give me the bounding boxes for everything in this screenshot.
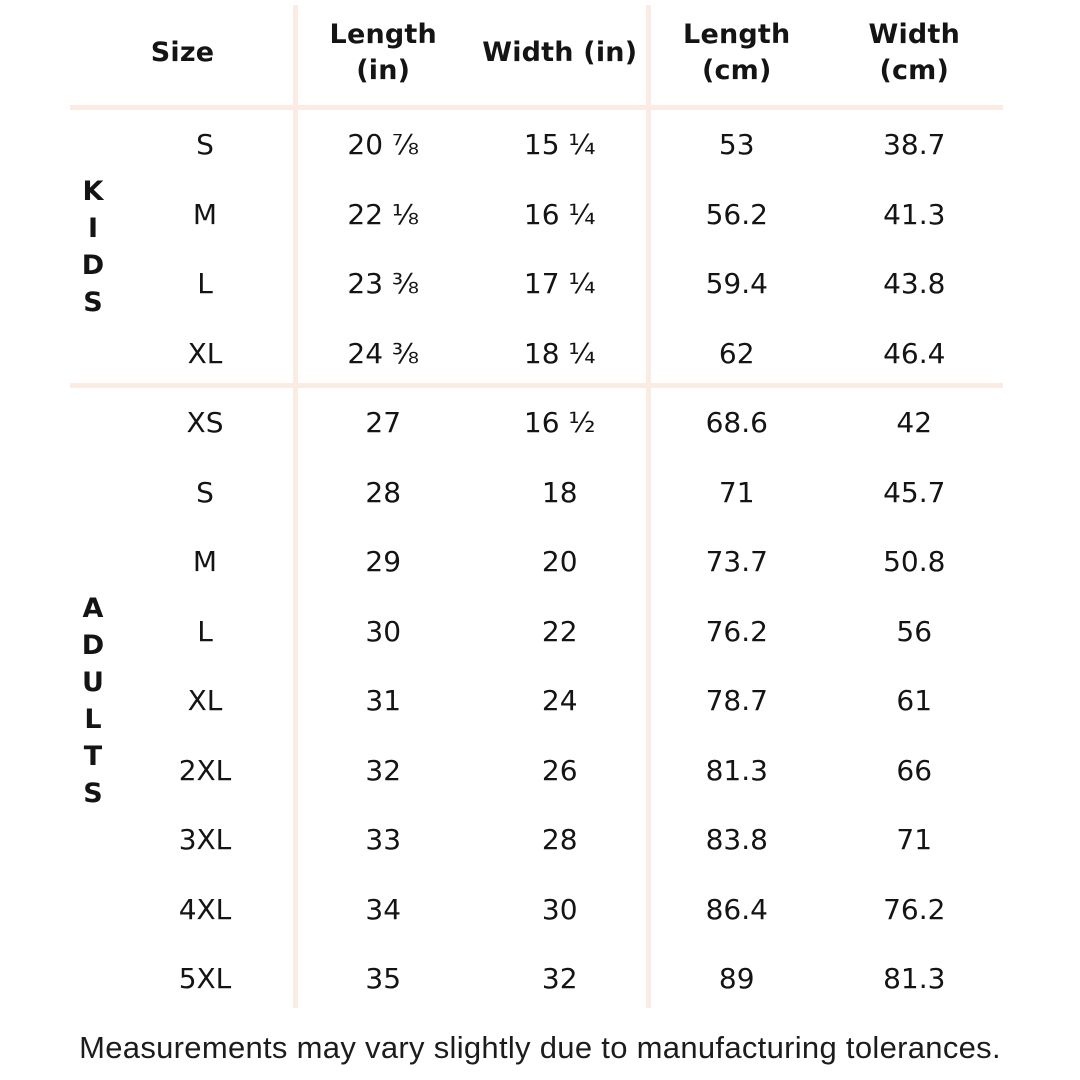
group-label-adults: ADULTS [81,592,105,809]
size-cell: 3XL [178,823,232,857]
width-in-cell: 17 ¼ [523,267,596,301]
length-cm-cell: 76.2 [705,614,768,648]
width-cm-cell: 61 [896,684,933,718]
width-cm-cell: 38.7 [883,128,946,162]
length-cm-cell: 53 [718,128,755,162]
width-cm-cell: 42 [896,406,933,440]
section-divider [70,383,1003,388]
width-cm-cell: 45.7 [883,475,946,509]
length-cm-cell: 62 [718,336,755,370]
group-label-adults-wrap: ADULTS [70,388,116,1013]
width-in-cell: 16 ¼ [523,197,596,231]
width-in-cell: 18 [541,475,578,509]
length-in-cell: 32 [365,753,402,787]
size-cell: XL [187,336,223,370]
header-divider [70,105,1003,110]
length-in-cell: 20 ⅞ [347,128,420,162]
group-label-kids-wrap: KIDS [70,110,116,384]
table-row: XL 31 24 78.7 61 [115,666,1003,736]
width-in-cell: 16 ½ [523,406,596,440]
table-row: M 22 ⅛ 16 ¼ 56.2 41.3 [115,180,1003,250]
header-width-in: Width (in) [482,36,638,68]
table-row: L 23 ⅜ 17 ¼ 59.4 43.8 [115,249,1003,319]
size-cell: 5XL [178,962,232,996]
length-in-cell: 35 [365,962,402,996]
length-in-cell: 27 [365,406,402,440]
width-cm-cell: 71 [896,823,933,857]
length-in-cell: 28 [365,475,402,509]
length-in-cell: 34 [365,892,402,926]
table-row: M 29 20 73.7 50.8 [115,527,1003,597]
length-cm-cell: 71 [718,475,755,509]
header-length-in: Length (in) [329,18,437,86]
length-cm-cell: 89 [718,962,755,996]
table-row: 2XL 32 26 81.3 66 [115,736,1003,806]
width-in-cell: 26 [541,753,578,787]
length-cm-cell: 56.2 [705,197,768,231]
width-in-cell: 15 ¼ [523,128,596,162]
length-in-cell: 33 [365,823,402,857]
table-row: 4XL 34 30 86.4 76.2 [115,875,1003,945]
width-in-cell: 32 [541,962,578,996]
size-cell: M [192,545,218,579]
column-divider-left [293,5,298,1008]
width-cm-cell: 50.8 [883,545,946,579]
header-width-cm: Width (cm) [868,18,960,86]
table-row: L 30 22 76.2 56 [115,597,1003,667]
length-cm-cell: 86.4 [705,892,768,926]
column-divider-right [646,5,651,1008]
length-in-cell: 30 [365,614,402,648]
width-in-cell: 28 [541,823,578,857]
width-in-cell: 18 ¼ [523,336,596,370]
table-header-row: Size Length (in) Width (in) Length (cm) … [70,0,1003,105]
length-cm-cell: 83.8 [705,823,768,857]
table-row: 5XL 35 32 89 81.3 [115,944,1003,1014]
length-cm-cell: 73.7 [705,545,768,579]
length-cm-cell: 68.6 [705,406,768,440]
size-cell: S [196,475,214,509]
width-cm-cell: 76.2 [883,892,946,926]
size-cell: XS [186,406,224,440]
width-in-cell: 30 [541,892,578,926]
kids-rows: S 20 ⅞ 15 ¼ 53 38.7 M 22 ⅛ 16 ¼ 56.2 41.… [115,110,1003,388]
size-cell: 2XL [178,753,232,787]
table-row: S 28 18 71 45.7 [115,458,1003,528]
size-cell: L [197,614,213,648]
length-cm-cell: 78.7 [705,684,768,718]
tolerance-footnote: Measurements may vary slightly due to ma… [79,1030,1001,1065]
width-cm-cell: 46.4 [883,336,946,370]
size-cell: L [197,267,213,301]
width-cm-cell: 66 [896,753,933,787]
width-cm-cell: 56 [896,614,933,648]
table-row: 3XL 33 28 83.8 71 [115,805,1003,875]
width-cm-cell: 81.3 [883,962,946,996]
table-row: XS 27 16 ½ 68.6 42 [115,388,1003,458]
header-size: Size [150,36,215,68]
length-cm-cell: 59.4 [705,267,768,301]
header-length-cm: Length (cm) [683,18,791,86]
length-in-cell: 22 ⅛ [347,197,420,231]
size-cell: 4XL [178,892,232,926]
length-in-cell: 24 ⅜ [347,336,420,370]
size-cell: S [196,128,214,162]
length-in-cell: 29 [365,545,402,579]
length-cm-cell: 81.3 [705,753,768,787]
width-cm-cell: 43.8 [883,267,946,301]
width-in-cell: 22 [541,614,578,648]
width-in-cell: 20 [541,545,578,579]
size-cell: XL [187,684,223,718]
table-row: S 20 ⅞ 15 ¼ 53 38.7 [115,110,1003,180]
size-cell: M [192,197,218,231]
group-label-kids: KIDS [81,176,105,318]
adults-rows: XS 27 16 ½ 68.6 42 S 28 18 71 45.7 M 29 … [115,388,1003,1014]
width-cm-cell: 41.3 [883,197,946,231]
length-in-cell: 23 ⅜ [347,267,420,301]
length-in-cell: 31 [365,684,402,718]
table-row: XL 24 ⅜ 18 ¼ 62 46.4 [115,319,1003,389]
width-in-cell: 24 [541,684,578,718]
